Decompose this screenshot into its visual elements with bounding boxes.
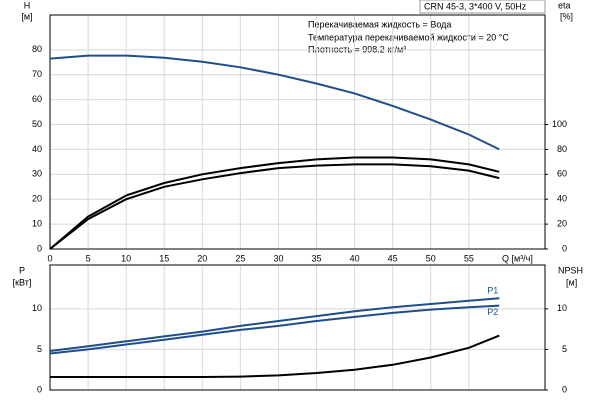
y2-tick-label: 5 <box>562 344 567 354</box>
x-axis-label: Q [м³/ч] <box>502 253 533 263</box>
y-axis-unit: [м] <box>21 11 32 21</box>
x-tick-label: 45 <box>388 253 398 263</box>
x-tick-label: 55 <box>464 253 474 263</box>
y2-tick-label: 80 <box>557 144 567 154</box>
y-tick-label: 0 <box>37 384 42 394</box>
x-tick-label: 5 <box>86 253 91 263</box>
y-tick-label: 0 <box>37 243 42 253</box>
curve <box>49 304 500 355</box>
y2-axis-label: eta <box>558 0 571 10</box>
annotation: Перекачиваемая жидкость = Вода <box>308 19 451 29</box>
y-tick-label: 50 <box>32 119 42 129</box>
y-tick-label: 30 <box>32 169 42 179</box>
curve <box>49 297 500 352</box>
y2-tick-label: 20 <box>557 218 567 228</box>
y2-tick-label: 60 <box>557 169 567 179</box>
x-tick-label: 50 <box>426 253 436 263</box>
y-tick-label: 60 <box>32 94 42 104</box>
y-axis-unit: [кВт] <box>13 277 32 287</box>
y-axis-label: H <box>24 0 31 10</box>
plot-frame <box>49 14 546 250</box>
series-label: P1 <box>487 286 498 296</box>
y-tick-label: 10 <box>32 303 42 313</box>
y2-tick-label: 100 <box>552 119 567 129</box>
series-label: P2 <box>487 307 498 317</box>
y-tick-label: 5 <box>37 344 42 354</box>
x-tick-label: 35 <box>312 253 322 263</box>
x-tick-label: 40 <box>350 253 360 263</box>
y-tick-label: 70 <box>32 69 42 79</box>
y2-tick-label: 0 <box>562 243 567 253</box>
info-box <box>419 0 546 14</box>
curve <box>50 334 500 378</box>
y2-tick-label: 10 <box>557 303 567 313</box>
y2-axis-unit: [%] <box>560 11 573 21</box>
y2-axis-unit: [м] <box>566 277 577 287</box>
y2-axis-label: NPSH <box>558 265 583 275</box>
x-tick-label: 25 <box>235 253 245 263</box>
x-tick-label: 10 <box>121 253 131 263</box>
pump-model: CRN 45-3, 3*400 V, 50Hz <box>424 1 527 11</box>
y2-tick-label: 0 <box>562 384 567 394</box>
curve <box>49 156 500 250</box>
x-tick-label: 0 <box>47 253 52 263</box>
y-tick-label: 40 <box>32 144 42 154</box>
curve <box>49 54 500 151</box>
y-tick-label: 80 <box>32 44 42 54</box>
x-tick-label: 30 <box>273 253 283 263</box>
curve <box>49 163 500 250</box>
y-tick-label: 10 <box>32 218 42 228</box>
x-tick-label: 15 <box>159 253 169 263</box>
x-tick-label: 20 <box>197 253 207 263</box>
plot-frame <box>49 264 546 391</box>
y-axis-label: P <box>19 265 25 275</box>
y2-tick-label: 40 <box>557 194 567 204</box>
y-tick-label: 20 <box>32 194 42 204</box>
annotation: Температура перекачиваемой жидкости = 20… <box>308 32 509 42</box>
